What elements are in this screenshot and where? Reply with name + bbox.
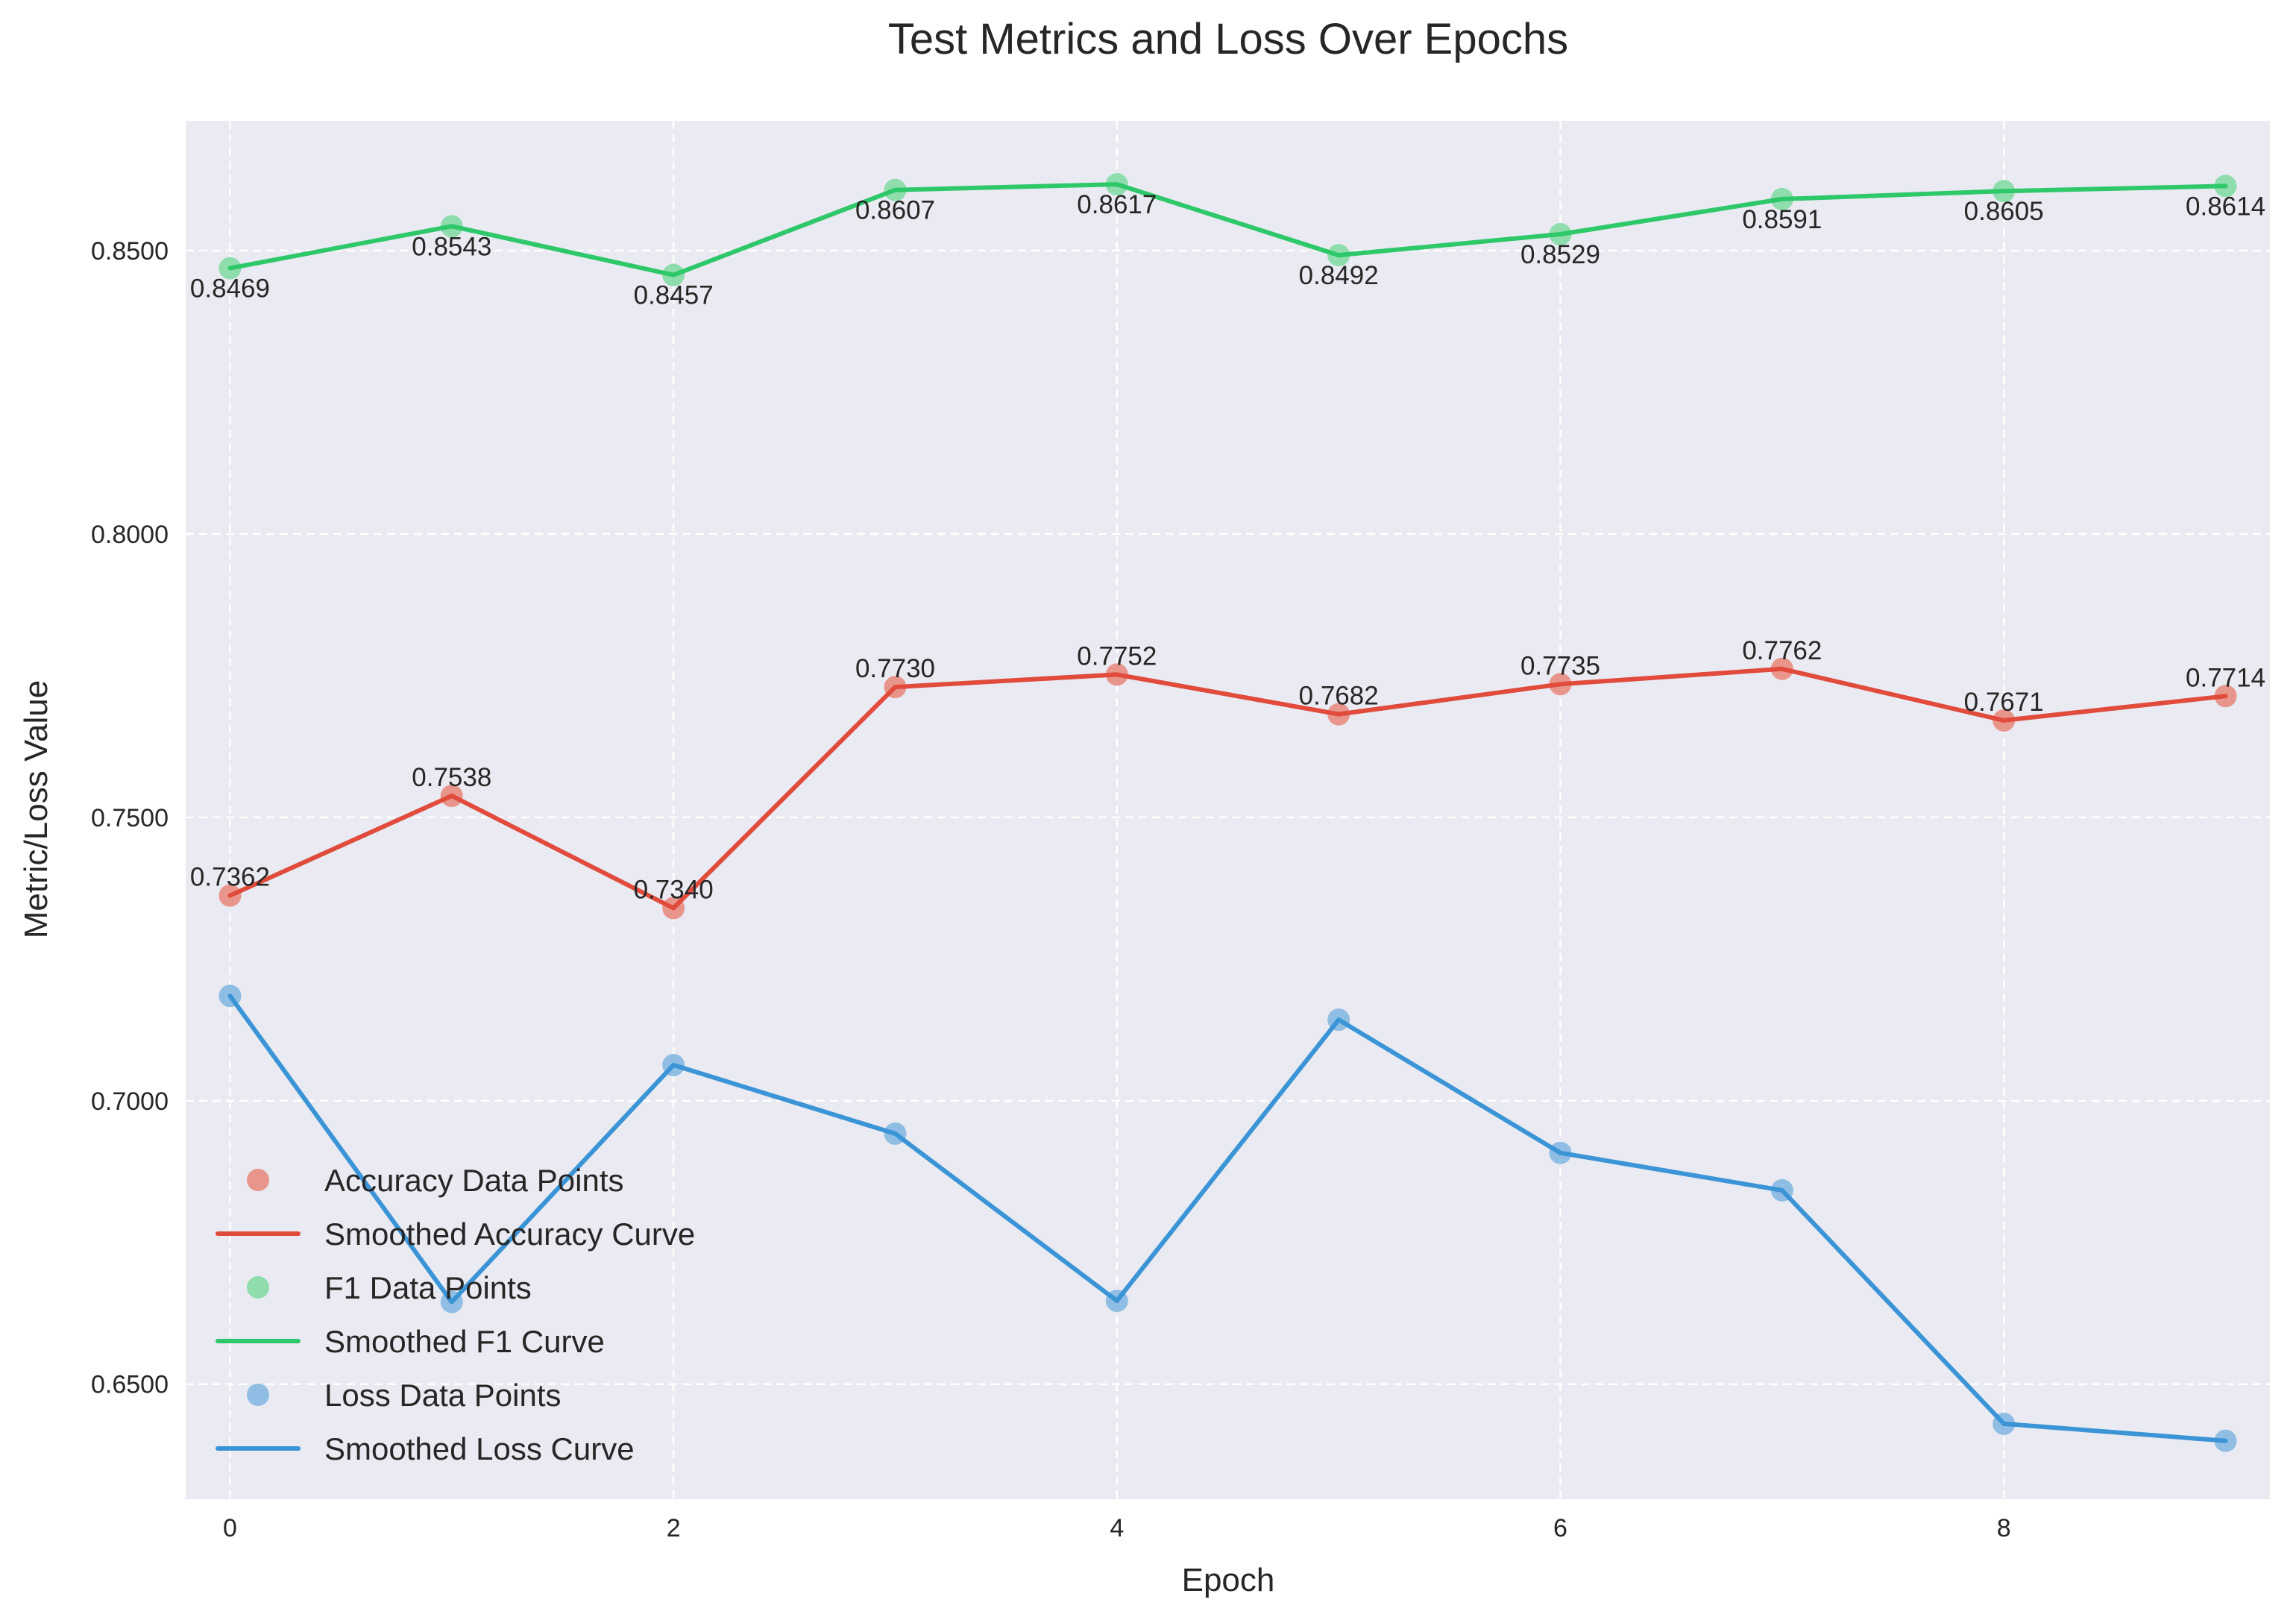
y-tick-label: 0.8000 bbox=[91, 521, 169, 549]
accuracy-data-label: 0.7682 bbox=[1299, 682, 1379, 711]
f1-data-label: 0.8605 bbox=[1964, 197, 2044, 226]
accuracy-series bbox=[218, 657, 2237, 920]
accuracy-data-label: 0.7714 bbox=[2186, 663, 2265, 692]
f1-data-label: 0.8607 bbox=[855, 196, 935, 225]
x-tick-label: 4 bbox=[1110, 1514, 1124, 1542]
x-tick-label: 6 bbox=[1553, 1514, 1567, 1542]
f1-series bbox=[218, 173, 2237, 286]
legend: Accuracy Data Points Smoothed Accuracy Cu… bbox=[216, 1163, 695, 1466]
tick-layer: 0 2 4 6 8 0.6500 0.7000 0.7500 0.8000 0.8500 bbox=[91, 237, 2011, 1542]
y-tick-label: 0.7500 bbox=[91, 804, 169, 832]
series-layer bbox=[218, 173, 2237, 1452]
legend-marker-point bbox=[247, 1384, 269, 1406]
f1-data-label: 0.8492 bbox=[1299, 261, 1379, 290]
chart-title: Test Metrics and Loss Over Epochs bbox=[888, 15, 1568, 63]
y-tick-label: 0.6500 bbox=[91, 1371, 169, 1399]
f1-data-label: 0.8614 bbox=[2186, 192, 2265, 221]
x-axis-label: Epoch bbox=[1182, 1562, 1275, 1598]
y-axis-label: Metric/Loss Value bbox=[18, 680, 54, 938]
f1-smoothed-curve bbox=[227, 182, 2228, 277]
loss-series bbox=[218, 985, 2237, 1452]
f1-data-label: 0.8591 bbox=[1742, 205, 1822, 234]
x-tick-label: 0 bbox=[223, 1514, 237, 1542]
f1-data-label: 0.8543 bbox=[412, 232, 491, 261]
accuracy-smoothed-curve bbox=[227, 666, 2228, 911]
accuracy-data-label: 0.7762 bbox=[1742, 636, 1822, 665]
y-tick-label: 0.8500 bbox=[91, 237, 169, 266]
legend-label: F1 Data Points bbox=[324, 1270, 532, 1305]
legend-label: Accuracy Data Points bbox=[324, 1163, 624, 1198]
accuracy-data-label: 0.7362 bbox=[190, 863, 270, 892]
legend-label: Loss Data Points bbox=[324, 1378, 562, 1413]
x-tick-label: 2 bbox=[667, 1514, 681, 1542]
f1-data-label: 0.8617 bbox=[1077, 190, 1157, 219]
f1-data-label: 0.8469 bbox=[190, 274, 270, 304]
legend-marker-point bbox=[247, 1169, 269, 1191]
legend-marker-point bbox=[247, 1276, 269, 1299]
plot-area bbox=[186, 121, 2270, 1499]
x-tick-label: 8 bbox=[1997, 1514, 2011, 1542]
loss-smoothed-curve bbox=[227, 993, 2228, 1443]
accuracy-data-label: 0.7671 bbox=[1964, 688, 2044, 717]
data-label-layer: 0.7362 0.7538 0.7340 0.7730 0.7752 0.7682 0.77… bbox=[190, 190, 2265, 904]
legend-label: Smoothed Accuracy Curve bbox=[324, 1217, 695, 1252]
accuracy-data-label: 0.7340 bbox=[634, 875, 714, 904]
accuracy-data-label: 0.7752 bbox=[1077, 641, 1157, 671]
y-tick-label: 0.7000 bbox=[91, 1087, 169, 1116]
accuracy-data-label: 0.7735 bbox=[1520, 651, 1600, 680]
grid-layer bbox=[186, 121, 2270, 1499]
accuracy-data-label: 0.7538 bbox=[412, 763, 491, 792]
f1-data-label: 0.8529 bbox=[1520, 240, 1600, 269]
f1-data-label: 0.8457 bbox=[634, 281, 714, 310]
legend-label: Smoothed Loss Curve bbox=[324, 1431, 635, 1466]
legend-label: Smoothed F1 Curve bbox=[324, 1324, 605, 1359]
accuracy-data-label: 0.7730 bbox=[855, 654, 935, 683]
